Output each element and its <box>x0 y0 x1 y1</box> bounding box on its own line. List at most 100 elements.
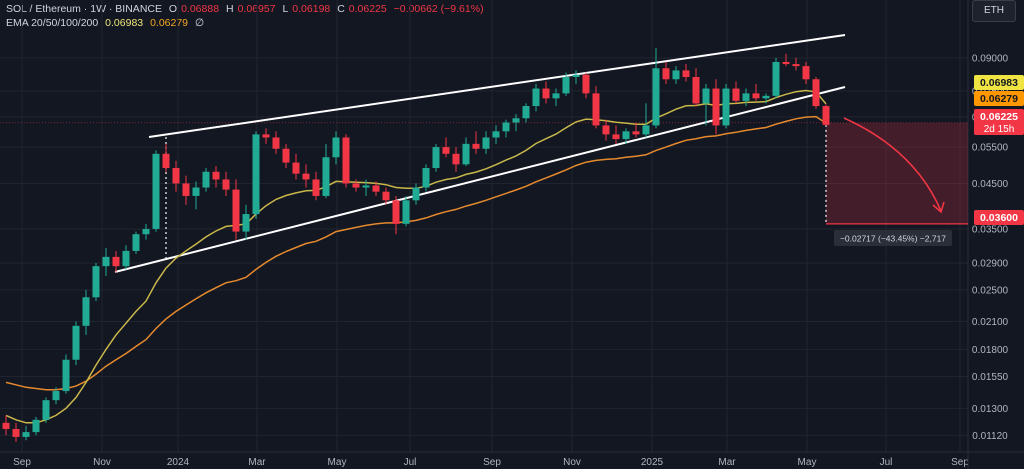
y-tick-label: 0.02900 <box>972 259 1009 270</box>
high-label: H <box>225 3 234 15</box>
candle-down <box>222 179 230 190</box>
candle-up <box>402 200 410 224</box>
candle-down <box>812 79 820 107</box>
y-tick-label: 0.02500 <box>972 285 1009 296</box>
candle-up <box>572 74 580 77</box>
ema-legend[interactable]: EMA 20/50/100/200 0.06983 0.06279 ∅ <box>6 17 208 29</box>
candle-up <box>92 266 100 298</box>
candle-down <box>802 66 810 80</box>
price-tag-label: 0.03600 <box>980 212 1018 224</box>
candle-up <box>62 359 70 392</box>
candle-down <box>682 70 690 77</box>
candle-up <box>152 153 160 229</box>
candle-up <box>492 131 500 138</box>
x-tick-label: May <box>798 457 817 468</box>
open-label: O <box>168 3 178 15</box>
candle-down <box>342 137 350 184</box>
x-tick-label: Jul <box>880 457 893 468</box>
candle-up <box>72 325 80 360</box>
low-label: L <box>282 3 289 15</box>
measure-label-box <box>834 230 952 246</box>
candle-up <box>622 131 630 140</box>
candle-up <box>652 68 660 126</box>
currency-badge[interactable]: ETH <box>972 0 1016 22</box>
candle-down <box>212 171 220 180</box>
price-tag <box>974 75 1024 90</box>
symbol-title[interactable]: SOL / Ethereum · 1W · BINANCE <box>6 3 162 15</box>
candle-down <box>302 173 310 180</box>
candle-down <box>712 88 720 126</box>
candle-up <box>762 95 770 99</box>
candle-down <box>732 88 740 101</box>
low-value: 0.06198 <box>292 3 331 15</box>
candle-up <box>772 61 780 96</box>
candle-up <box>512 118 520 123</box>
candle-down <box>632 131 640 135</box>
x-tick-label: Mar <box>718 457 736 468</box>
candle-up <box>642 125 650 135</box>
ema20-value: 0.06983 <box>105 17 144 29</box>
candle-down <box>782 61 790 65</box>
candle-down <box>162 153 170 169</box>
price-tag-label: 0.06279 <box>980 93 1018 105</box>
candle-down <box>372 185 380 192</box>
candle-up <box>142 228 150 235</box>
candle-up <box>502 122 510 132</box>
candle-down <box>262 134 270 138</box>
candle-up <box>322 157 330 196</box>
y-tick-label: 0.01800 <box>972 345 1009 356</box>
x-tick-label: Nov <box>93 457 111 468</box>
candle-down <box>452 153 460 165</box>
ohlc-legend: SOL / Ethereum · 1W · BINANCE O 0.06888 H… <box>6 3 488 15</box>
candle-up <box>722 88 730 126</box>
x-tick-label: Sep <box>13 457 31 468</box>
candle-up <box>192 187 200 196</box>
candle-up <box>702 88 710 104</box>
price-tag-label: 0.06225 <box>980 111 1018 123</box>
candle-up <box>102 256 110 267</box>
candle-down <box>442 147 450 154</box>
candle-down <box>582 74 590 94</box>
candle-down <box>232 189 240 232</box>
candle-up <box>32 419 40 433</box>
price-tag-label: 0.06983 <box>980 77 1018 89</box>
candle-up <box>82 297 90 326</box>
candle-up <box>252 134 260 215</box>
x-tick-label: Sep <box>951 457 969 468</box>
y-tick-label: 0.02100 <box>972 317 1009 328</box>
projection-arrow <box>843 117 942 212</box>
candle-down <box>312 179 320 196</box>
candle-down <box>292 162 300 174</box>
candle-down <box>172 168 180 184</box>
candle-up <box>412 187 420 201</box>
candle-down <box>752 93 760 99</box>
projection-arrowhead <box>932 201 945 214</box>
measure-label: −0.02717 (−43.45%) −2,717 <box>840 234 946 244</box>
candle-up <box>462 143 470 165</box>
open-value: 0.06888 <box>181 3 220 15</box>
candle-down <box>112 256 120 267</box>
ema-empty-value: ∅ <box>194 17 205 29</box>
change-value: −0.00662 (−9.61%) <box>393 3 484 15</box>
ema50-value: 0.06279 <box>150 17 189 29</box>
candle-up <box>52 391 60 401</box>
candle-up <box>122 250 130 267</box>
candle-down <box>282 148 290 163</box>
candle-down <box>822 106 830 125</box>
price-tag <box>974 109 1024 135</box>
candle-down <box>2 422 10 429</box>
y-tick-label: 0.01550 <box>972 372 1009 383</box>
candle-down <box>392 200 400 224</box>
candle-up <box>242 214 250 232</box>
candle-up <box>562 76 570 94</box>
candle-up <box>742 93 750 101</box>
x-tick-label: 2024 <box>167 457 190 468</box>
candle-down <box>592 93 600 126</box>
candle-up <box>432 147 440 169</box>
candle-up <box>362 185 370 188</box>
candle-up <box>202 171 210 188</box>
candle-up <box>522 106 530 119</box>
candle-up <box>532 88 540 107</box>
candle-down <box>662 68 670 80</box>
